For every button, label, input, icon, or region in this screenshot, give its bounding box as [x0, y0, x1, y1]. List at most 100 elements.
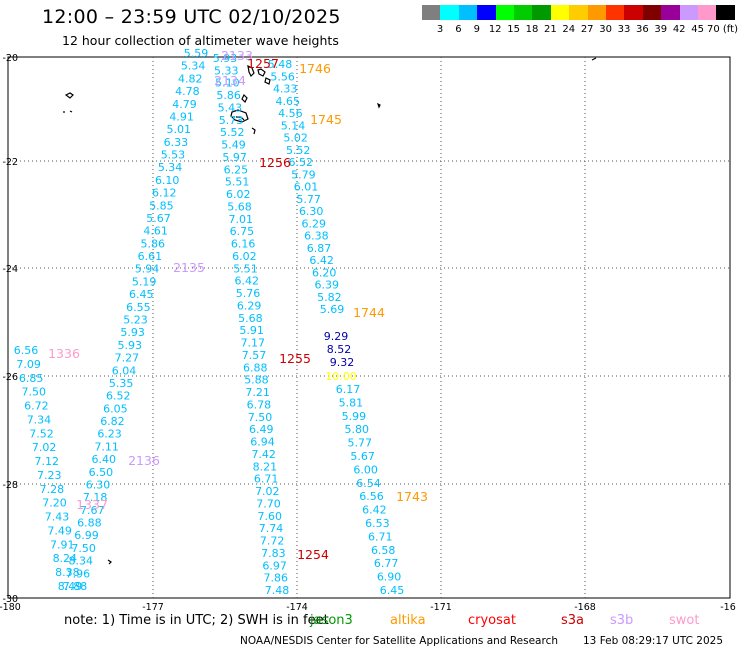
wave-height-value: 6.45: [380, 584, 405, 597]
pass-time-label: 2135: [173, 260, 205, 275]
wave-height-value: 6.90: [377, 571, 402, 584]
island-shape: [230, 109, 249, 123]
wave-height-value: 5.97: [222, 151, 247, 164]
wave-height-value: 10.00: [325, 370, 357, 383]
island-shape: [264, 77, 271, 85]
wave-height-value: 8.24: [53, 552, 78, 565]
island-shape: [241, 93, 248, 104]
wave-height-value: 6.71: [254, 473, 279, 486]
footer-timestamp: 13 Feb 08:29:17 UTC 2025: [583, 635, 723, 647]
color-swatch: [514, 5, 533, 20]
wave-height-value: 5.80: [345, 423, 370, 436]
wave-height-value: 5.02: [283, 132, 308, 145]
pass-time-label: 1743: [396, 489, 428, 504]
wave-height-value: 5.35: [109, 377, 134, 390]
wave-height-value: 7.91: [50, 538, 75, 551]
longitude-tick-label: -168: [574, 602, 596, 613]
wave-height-value: 6.20: [312, 266, 337, 279]
latitude-tick-label: -24: [2, 264, 18, 275]
wave-height-value: 5.77: [296, 193, 321, 206]
wave-height-value: 5.86: [216, 89, 241, 102]
latitude-tick-label: -20: [2, 53, 18, 64]
wave-height-value: 7.21: [245, 386, 270, 399]
longitude-tick-label: -16: [720, 602, 736, 613]
wave-height-value: 7.52: [29, 427, 54, 440]
wave-height-value: 7.09: [16, 358, 41, 371]
wave-height-value: 6.75: [230, 225, 255, 238]
wave-height-value: 6.94: [250, 436, 275, 449]
color-scale-label: 45: [691, 24, 704, 35]
wave-height-value: 5.69: [320, 303, 345, 316]
wave-height-value: 6.01: [294, 181, 319, 194]
color-scale-label: 27: [580, 24, 594, 35]
wave-height-value: 4.78: [175, 85, 200, 98]
island-outlines: [63, 57, 597, 565]
color-scale-label: 21: [544, 24, 557, 35]
color-swatch: [716, 5, 736, 20]
wave-height-value: 6.87: [307, 242, 332, 255]
pass-time-label: 1257: [247, 56, 279, 71]
wave-height-value: 7.72: [260, 535, 285, 548]
pass-time-label: 1255: [279, 351, 311, 366]
wave-height-value: 5.77: [347, 437, 372, 450]
island-shape: [591, 57, 597, 61]
color-swatch: [440, 5, 460, 20]
color-scale-label: 70 (ft): [707, 24, 738, 35]
pass-time-label: 1254: [297, 547, 329, 562]
wave-height-value: 5.43: [218, 101, 243, 114]
pass-time-label: 1337: [76, 497, 108, 512]
wave-height-value: 5.51: [225, 176, 250, 189]
wave-height-value: 5.59: [184, 47, 209, 60]
wave-height-value: 5.86: [141, 237, 166, 250]
wave-height-value: 6.52: [289, 156, 314, 169]
color-scale-label: 12: [488, 24, 502, 35]
wave-height-value: 7.28: [40, 483, 65, 496]
island-shape: [257, 68, 266, 77]
legend-item: jason3: [310, 613, 353, 628]
wave-height-value: 9.32: [330, 356, 355, 369]
wave-height-value: 7.60: [257, 510, 282, 523]
longitude-tick-label: -177: [142, 602, 164, 613]
wave-height-value: 6.38: [304, 230, 329, 243]
wave-height-value: 6.97: [262, 559, 287, 572]
legend-item: swot: [669, 613, 700, 628]
wave-height-value: 5.68: [227, 200, 252, 213]
wave-height-value: 7.43: [45, 511, 70, 524]
color-scale-label: 39: [654, 24, 668, 35]
color-swatch: [587, 5, 607, 20]
pass-time-label: 2134: [214, 73, 246, 88]
wave-height-value: 5.94: [135, 263, 160, 276]
wave-height-value: 6.42: [309, 254, 334, 267]
wave-height-value: 5.67: [146, 212, 171, 225]
wave-height-value: 5.48: [268, 58, 293, 71]
wave-height-value: 6.99: [74, 529, 99, 542]
color-scale-label: 36: [636, 24, 649, 35]
wave-height-value: 5.34: [181, 60, 206, 73]
wave-height-value: 7.11: [94, 440, 119, 453]
color-swatch: [532, 5, 552, 20]
wave-height-value: 4.82: [178, 72, 203, 85]
footer-credit: NOAA/NESDIS Center for Satellite Applica…: [240, 635, 558, 647]
wave-height-value: 7.50: [71, 542, 96, 555]
color-swatch: [661, 5, 681, 20]
wave-height-value: 6.88: [77, 517, 102, 530]
wave-height-value: 6.30: [299, 205, 324, 218]
wave-height-value: 7.74: [259, 522, 284, 535]
wave-height-value: 6.02: [226, 188, 251, 201]
wave-height-value: 5.68: [238, 312, 263, 325]
wave-height-value: 6.02: [232, 250, 257, 263]
island-shape: [376, 102, 381, 109]
wave-height-value: 5.82: [317, 291, 342, 304]
wave-height-value: 6.50: [89, 466, 114, 479]
wave-height-value: 8.52: [327, 343, 352, 356]
wave-height-value: 8.21: [253, 460, 278, 473]
wave-height-value: 7.18: [83, 491, 108, 504]
wave-height-value: 6.53: [365, 517, 390, 530]
wave-height-value: 6.52: [106, 390, 131, 403]
wave-height-value: 5.56: [270, 70, 295, 83]
wave-height-value: 6.42: [235, 275, 260, 288]
wave-height-value: 5.81: [339, 396, 364, 409]
longitude-tick-label: -174: [286, 602, 308, 613]
